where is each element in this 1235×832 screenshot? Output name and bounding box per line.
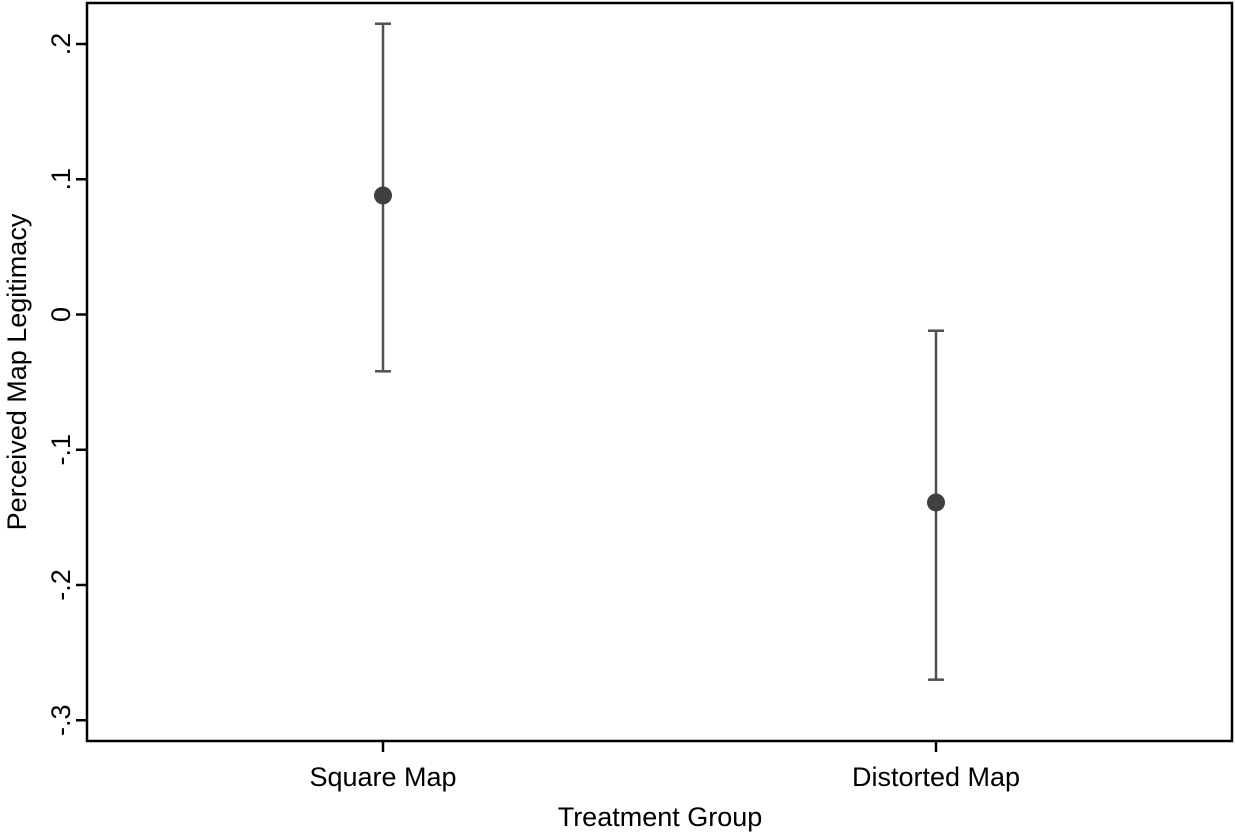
y-axis: .2 .1 0 -.1 -.2 -.3 [46,33,87,736]
y-axis-title: Perceived Map Legitimacy [2,213,32,530]
x-tick-label: Distorted Map [852,762,1020,792]
y-tick-label: -.2 [46,569,76,601]
x-tick-label: Square Map [309,762,456,792]
plot-frame [85,1,1234,743]
data-point [374,186,392,205]
y-tick-label: .2 [46,33,76,56]
y-tick-label: -.1 [46,434,76,466]
x-axis: Square Map Distorted Map [309,741,1020,792]
y-tick-label: .1 [46,168,76,191]
plot-border [85,1,1234,743]
y-tick-label: -.3 [46,704,76,736]
y-tick-label: 0 [46,307,76,322]
data-point [927,493,945,512]
chart-marks [374,22,945,681]
x-axis-title: Treatment Group [558,802,763,832]
